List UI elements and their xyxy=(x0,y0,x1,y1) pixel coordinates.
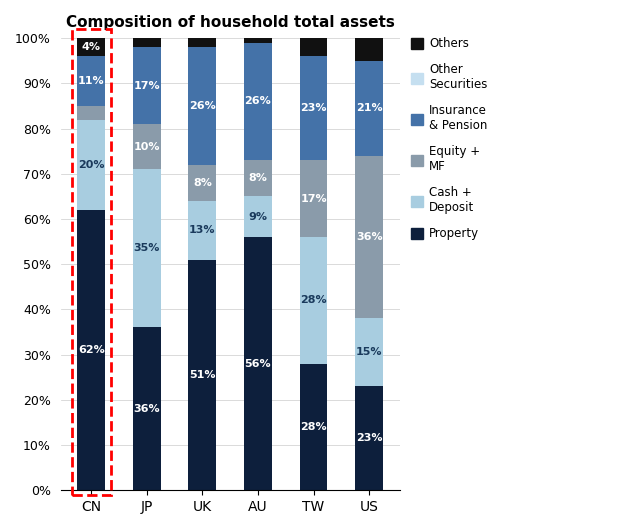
Bar xyxy=(72,29,111,495)
Text: 56%: 56% xyxy=(245,359,272,369)
Text: 28%: 28% xyxy=(300,295,327,305)
Text: 8%: 8% xyxy=(249,174,267,183)
Bar xyxy=(189,38,216,47)
Bar xyxy=(133,169,161,327)
Text: 23%: 23% xyxy=(300,103,327,113)
Text: 11%: 11% xyxy=(78,76,104,86)
Bar xyxy=(133,38,161,47)
Bar xyxy=(133,124,161,169)
Bar xyxy=(189,201,216,260)
Text: 10%: 10% xyxy=(134,142,160,152)
Bar xyxy=(77,56,105,106)
Text: 26%: 26% xyxy=(244,96,272,106)
Text: 36%: 36% xyxy=(356,232,382,242)
Text: 36%: 36% xyxy=(134,404,160,414)
Bar xyxy=(299,56,327,160)
Bar xyxy=(299,363,327,490)
Text: 35%: 35% xyxy=(134,243,160,253)
Bar xyxy=(355,386,383,490)
Text: 21%: 21% xyxy=(356,103,382,113)
Bar xyxy=(299,237,327,363)
Text: 26%: 26% xyxy=(189,101,216,111)
Text: 28%: 28% xyxy=(300,422,327,432)
Bar xyxy=(77,210,105,490)
Bar xyxy=(189,165,216,201)
Bar xyxy=(189,260,216,490)
Title: Composition of household total assets: Composition of household total assets xyxy=(66,15,394,30)
Bar xyxy=(244,196,272,237)
Bar xyxy=(299,38,327,56)
Bar xyxy=(299,160,327,237)
Text: 8%: 8% xyxy=(193,178,212,188)
Text: 13%: 13% xyxy=(189,225,216,235)
Bar xyxy=(77,38,105,56)
Bar xyxy=(77,120,105,210)
Bar xyxy=(355,38,383,61)
Bar xyxy=(355,318,383,386)
Bar xyxy=(355,61,383,156)
Text: 20%: 20% xyxy=(78,160,104,170)
Legend: Others, Other
Securities, Insurance
& Pension, Equity +
MF, Cash +
Deposit, Prop: Others, Other Securities, Insurance & Pe… xyxy=(409,35,490,243)
Bar xyxy=(244,160,272,196)
Bar xyxy=(355,156,383,318)
Text: 17%: 17% xyxy=(300,194,327,204)
Text: 9%: 9% xyxy=(249,212,268,222)
Text: 23%: 23% xyxy=(356,433,382,443)
Text: 62%: 62% xyxy=(78,345,104,355)
Bar xyxy=(244,237,272,490)
Bar xyxy=(133,327,161,490)
Text: 4%: 4% xyxy=(82,42,101,52)
Text: 51%: 51% xyxy=(189,370,216,380)
Text: 17%: 17% xyxy=(134,80,160,90)
Bar xyxy=(244,38,272,43)
Bar xyxy=(244,43,272,160)
Bar xyxy=(133,47,161,124)
Text: 15%: 15% xyxy=(356,348,382,358)
Bar xyxy=(77,106,105,120)
Bar xyxy=(189,47,216,165)
